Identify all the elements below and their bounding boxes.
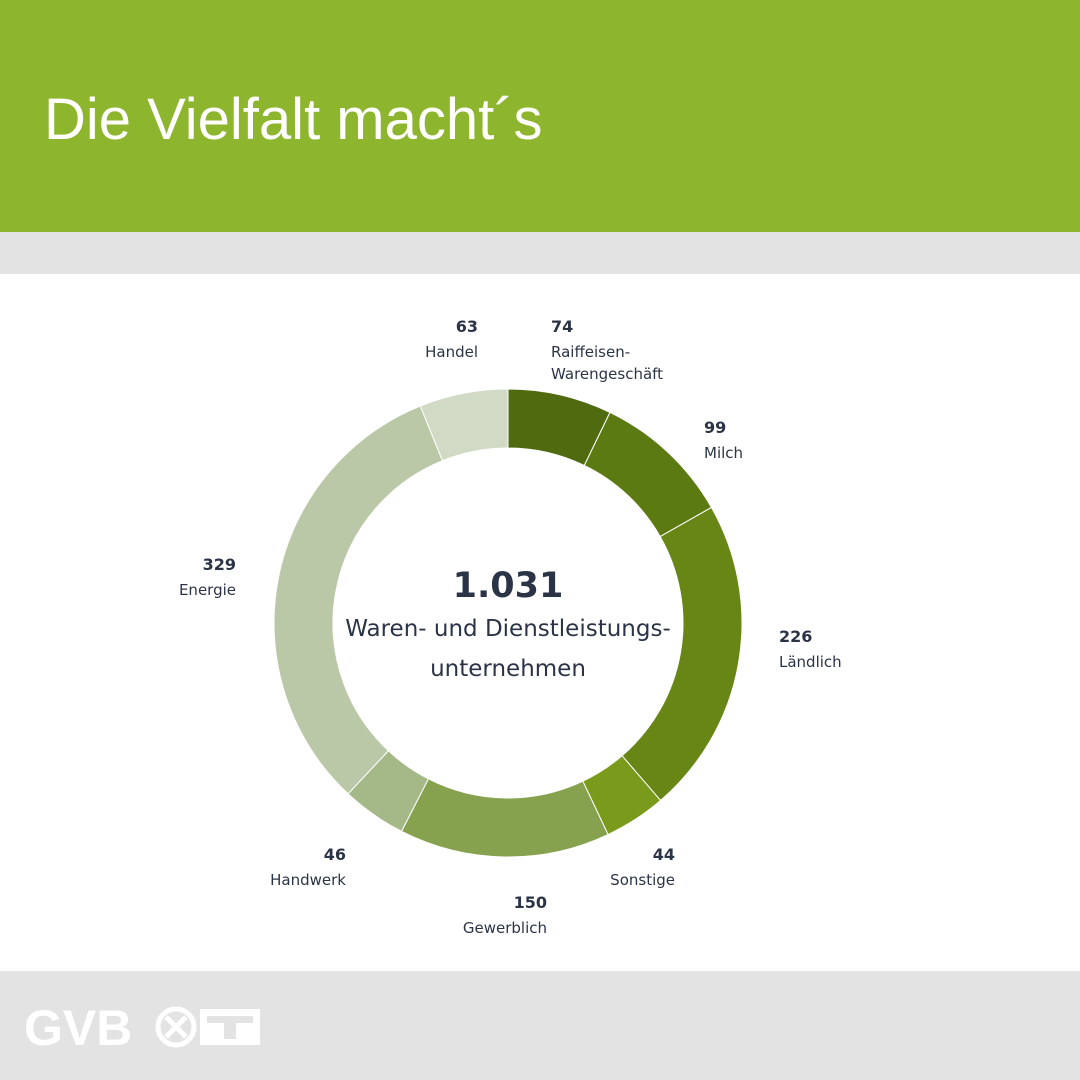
segment-value-label: 74: [551, 317, 573, 336]
gvb-logo: GVB: [24, 1001, 260, 1053]
donut-segment: [273, 405, 444, 795]
segment-name-label: Handel: [425, 343, 478, 361]
segment-name-label: Milch: [704, 444, 743, 462]
segment-value-label: 150: [514, 893, 547, 912]
donut-segments: [273, 388, 743, 858]
raiffeisen-gable-icon: [200, 1009, 260, 1045]
center-caption-line-1: Waren- und Dienstleistungs-: [345, 616, 671, 642]
donut-chart: 74 Raiffeisen- Warengeschäft 99 Milch 226 Länd…: [179, 317, 842, 937]
segment-labels: 74 Raiffeisen- Warengeschäft 99 Milch 226 Länd…: [179, 317, 842, 937]
segment-name-label: Handwerk: [270, 871, 346, 889]
segment-value-label: 46: [324, 845, 346, 864]
segment-value-label: 63: [456, 317, 478, 336]
center-caption-line-2: unternehmen: [430, 656, 586, 682]
segment-name-label: Sonstige: [610, 871, 675, 889]
segment-name-label: Raiffeisen-: [551, 343, 630, 361]
footer-bar: GVB: [0, 971, 1080, 1080]
donut-segment: [400, 778, 609, 858]
donut-segment: [419, 388, 509, 462]
center-total: 1.031: [453, 566, 564, 606]
segment-value-label: 329: [203, 555, 236, 574]
segment-value-label: 99: [704, 418, 726, 437]
segment-name-label: Warengeschäft: [551, 365, 663, 383]
crossed-tools-icon: [155, 1006, 197, 1048]
segment-name-label: Gewerblich: [463, 919, 547, 937]
segment-value-label: 226: [779, 627, 812, 646]
segment-name-label: Ländlich: [779, 653, 842, 671]
segment-value-label: 44: [653, 845, 675, 864]
page-title: Die Vielfalt macht´s: [44, 87, 543, 152]
segment-name-label: Energie: [179, 581, 236, 599]
chart-panel: 74 Raiffeisen- Warengeschäft 99 Milch 226 Länd…: [0, 274, 1080, 971]
gvb-wordmark: GVB: [24, 1001, 132, 1053]
header-bar: Die Vielfalt macht´s: [0, 0, 1080, 232]
donut-segment: [621, 506, 743, 802]
